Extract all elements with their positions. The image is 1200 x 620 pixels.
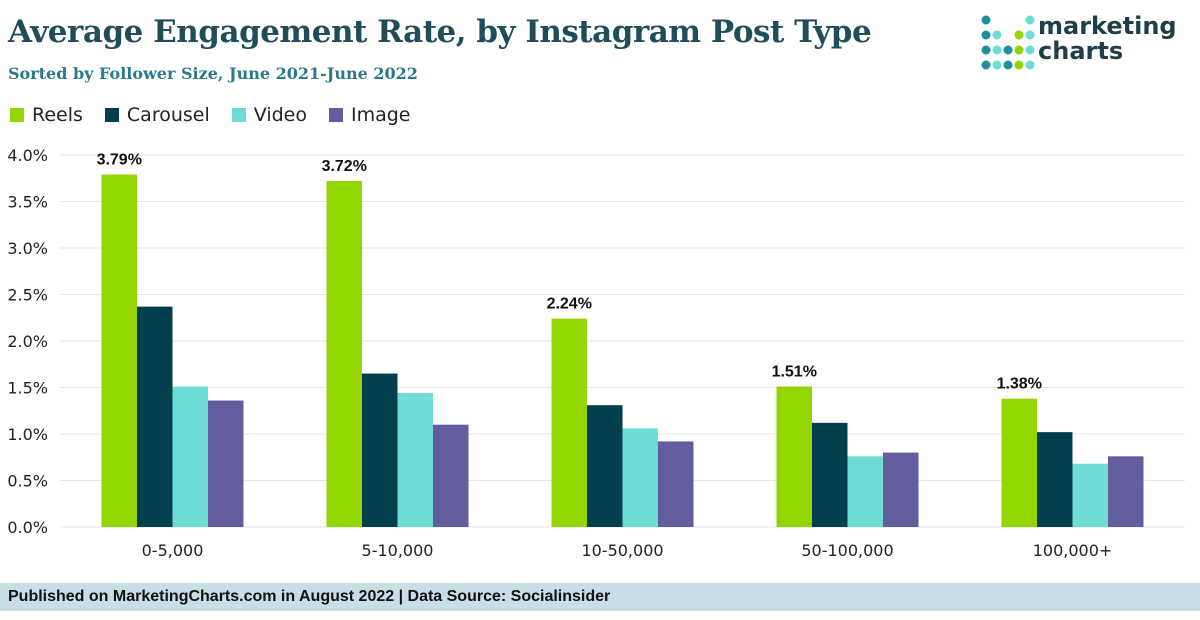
- bar-image: [658, 441, 694, 527]
- y-tick-label: 1.0%: [7, 425, 48, 444]
- legend-swatch: [104, 108, 119, 122]
- logo-line2: charts: [1038, 37, 1124, 65]
- chart-title: Average Engagement Rate, by Instagram Po…: [8, 14, 872, 50]
- bar-image: [1108, 456, 1144, 527]
- bar-image: [433, 424, 469, 527]
- bar-video: [622, 428, 658, 527]
- y-tick-label: 2.0%: [7, 332, 48, 351]
- legend-swatch: [328, 108, 343, 122]
- logo-dot: [1025, 15, 1035, 25]
- logo-dot: [981, 60, 991, 70]
- x-tick-label: 50-100,000: [801, 541, 893, 560]
- logo-line1: marketing: [1038, 12, 1177, 40]
- logo-dot: [981, 30, 991, 40]
- bar-video: [397, 393, 433, 527]
- x-tick-label: 5-10,000: [362, 541, 434, 560]
- legend-item-image: Image: [328, 104, 411, 126]
- y-tick-label: 0.5%: [7, 472, 48, 491]
- logo-text: marketing charts: [1038, 14, 1177, 64]
- bar-carousel: [587, 405, 623, 527]
- marketingcharts-logo: marketing charts: [980, 12, 1195, 74]
- x-tick-label: 10-50,000: [581, 541, 663, 560]
- logo-dot: [1025, 60, 1035, 70]
- legend-label: Image: [350, 104, 411, 126]
- data-label: 3.79%: [97, 152, 142, 169]
- bar-reels: [776, 386, 812, 527]
- bar-video: [847, 456, 883, 527]
- logo-dot: [1014, 60, 1024, 70]
- y-tick-label: 0.0%: [7, 518, 48, 537]
- legend-item-video: Video: [231, 104, 307, 126]
- data-label: 3.72%: [322, 158, 367, 175]
- bar-chart: 0.0% 0.5% 1.0% 1.5% 2.0% 2.5% 3.0% 3.5% 4.0% 3.79…: [7, 146, 1185, 560]
- data-label: 1.38%: [997, 376, 1042, 393]
- logo-dot: [1003, 60, 1013, 70]
- y-tick-label: 1.5%: [7, 379, 48, 398]
- logo-dots-icon: [981, 15, 1035, 70]
- bar-video: [172, 386, 208, 527]
- chart-subtitle: Sorted by Follower Size, June 2021-June …: [8, 64, 418, 83]
- x-tick-label: 0-5,000: [142, 541, 204, 560]
- logo-dot: [981, 15, 991, 25]
- bar-reels: [326, 181, 362, 528]
- bar-carousel: [137, 306, 173, 527]
- legend-swatch: [231, 108, 246, 122]
- legend-item-reels: Reels: [10, 104, 83, 126]
- legend-label: Carousel: [126, 104, 210, 126]
- y-tick-label: 3.0%: [7, 239, 48, 258]
- bar-carousel: [362, 373, 398, 527]
- bar-carousel: [812, 422, 848, 527]
- data-label: 2.24%: [547, 296, 592, 313]
- y-tick-label: 2.5%: [7, 286, 48, 305]
- logo-dot: [992, 60, 1002, 70]
- bar-reels: [101, 174, 137, 527]
- y-tick-label: 4.0%: [7, 146, 48, 165]
- legend: Reels Carousel Video Image: [10, 104, 411, 126]
- legend-item-carousel: Carousel: [104, 104, 210, 126]
- y-tick-label: 3.5%: [7, 193, 48, 212]
- footer-source: Published on MarketingCharts.com in Augu…: [0, 583, 1200, 611]
- logo-dot: [992, 45, 1002, 55]
- logo-dot: [981, 45, 991, 55]
- logo-dot: [1014, 30, 1024, 40]
- bar-image: [208, 400, 244, 527]
- bar-image: [883, 452, 919, 527]
- legend-label: Reels: [32, 104, 83, 126]
- bar-video: [1072, 463, 1108, 527]
- bar-reels: [1001, 398, 1037, 527]
- legend-label: Video: [253, 104, 307, 126]
- logo-dot: [1025, 30, 1035, 40]
- bar-carousel: [1037, 432, 1073, 527]
- logo-dot: [1025, 45, 1035, 55]
- bar-reels: [551, 318, 587, 527]
- logo-dot: [992, 30, 1002, 40]
- logo-dot: [1014, 45, 1024, 55]
- data-label: 1.51%: [772, 364, 817, 381]
- x-tick-label: 100,000+: [1033, 541, 1113, 560]
- logo-dot: [1003, 45, 1013, 55]
- legend-swatch: [10, 108, 24, 122]
